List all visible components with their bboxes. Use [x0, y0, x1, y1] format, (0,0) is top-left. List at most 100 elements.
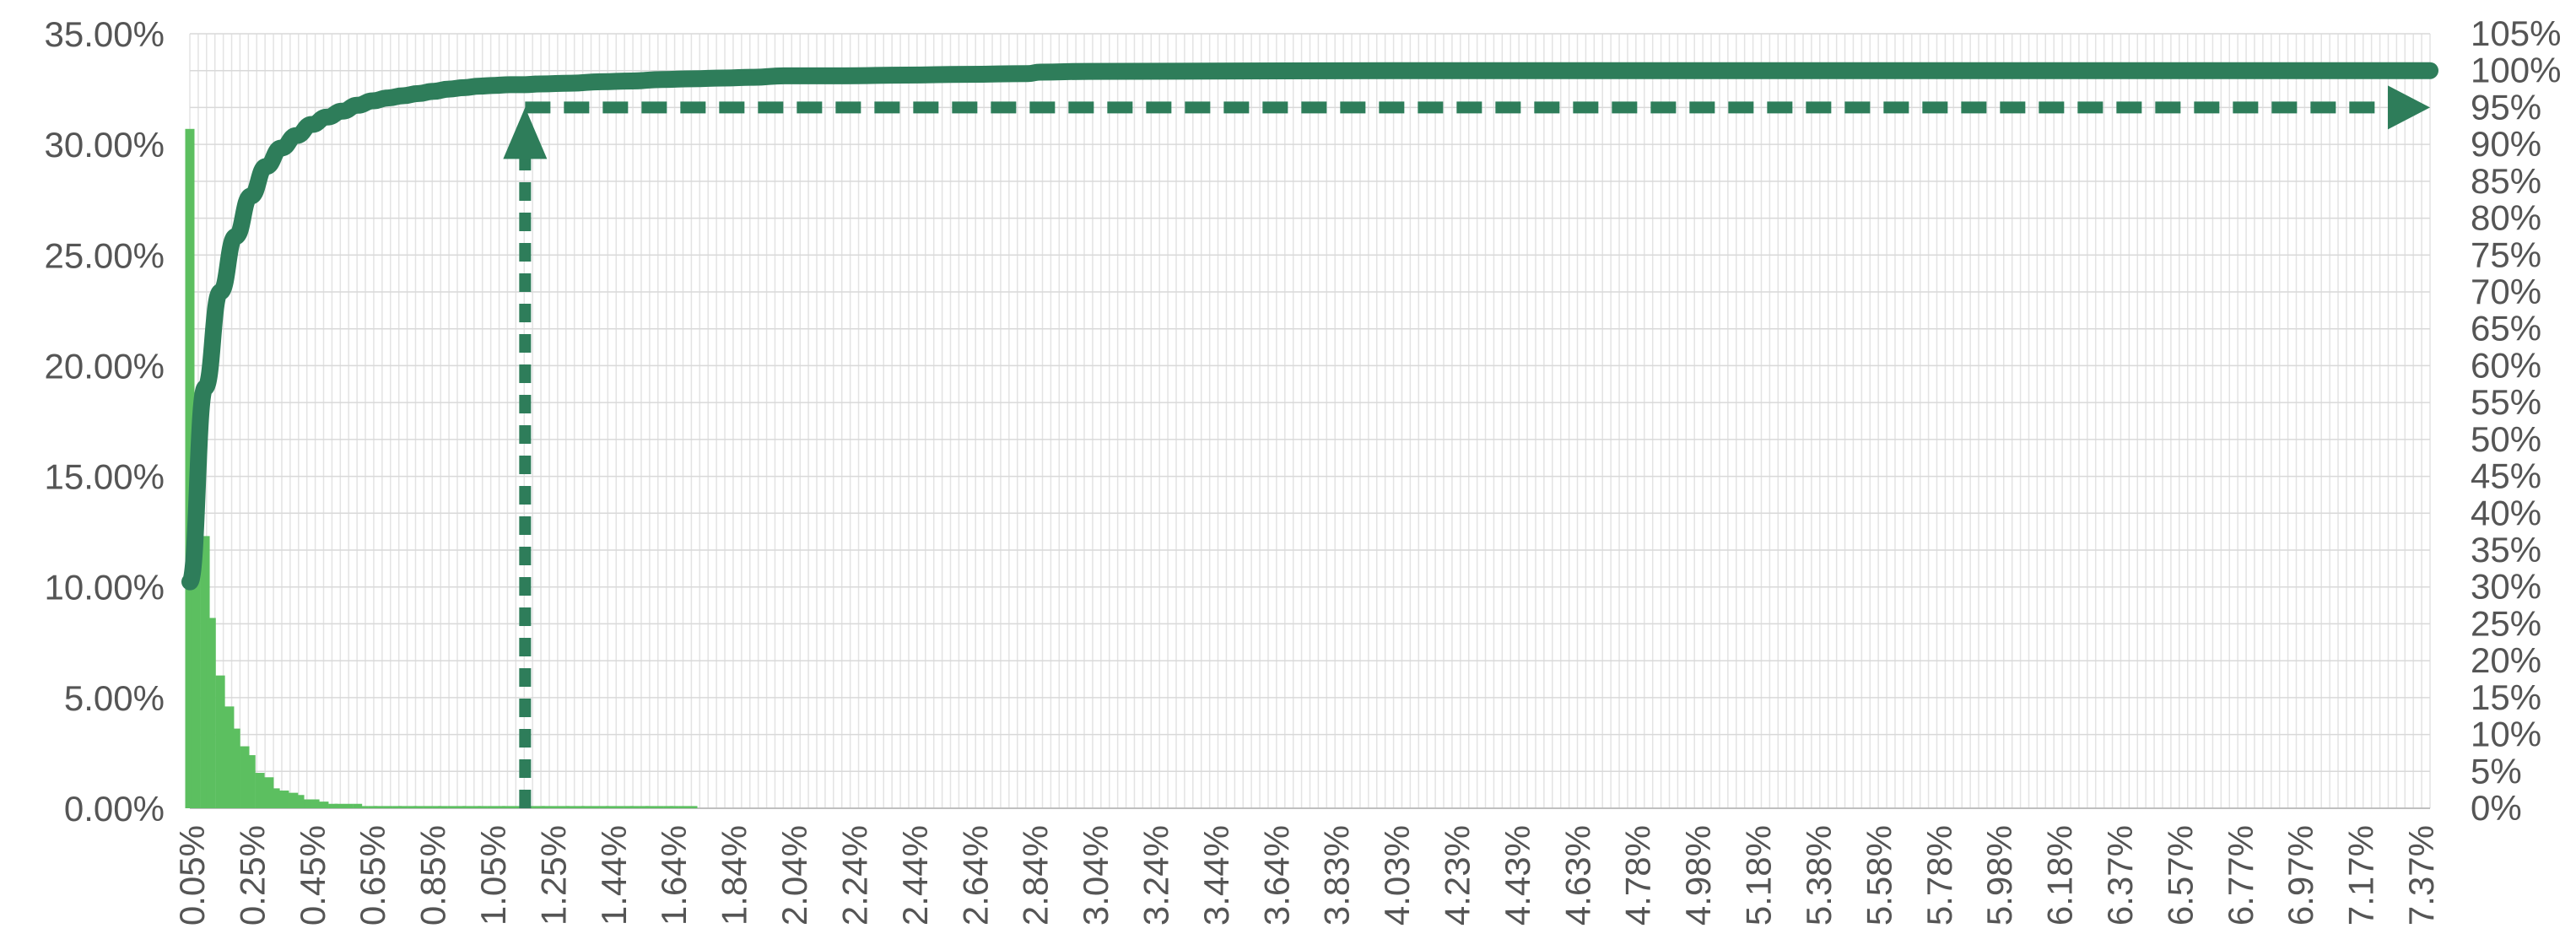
frequency-bar — [224, 706, 235, 808]
frequency-bar — [542, 806, 552, 808]
frequency-bar — [289, 792, 299, 808]
right-axis-tick-label: 95% — [2471, 87, 2541, 127]
frequency-bar — [438, 806, 448, 808]
frequency-bar — [270, 788, 280, 808]
left-axis-tick-label: 15.00% — [45, 457, 165, 497]
frequency-bar — [230, 728, 240, 808]
x-axis-tick-label: 7.37% — [2401, 825, 2441, 926]
frequency-bar — [511, 806, 521, 808]
frequency-bar — [423, 806, 433, 808]
gridlines — [189, 33, 2431, 809]
frequency-bar — [462, 806, 473, 808]
x-axis-tick-label: 2.84% — [1016, 825, 1056, 926]
frequency-bar — [413, 806, 424, 808]
frequency-bar — [550, 806, 560, 808]
x-axis-tick-label: 7.17% — [2341, 825, 2381, 926]
frequency-bar — [527, 806, 537, 808]
frequency-bar — [566, 806, 576, 808]
frequency-bar — [447, 806, 457, 808]
frequency-bar — [359, 806, 369, 808]
x-axis-tick-label: 0.45% — [293, 825, 332, 926]
right-axis-tick-label: 45% — [2471, 456, 2541, 496]
right-axis-tick-label: 20% — [2471, 640, 2541, 680]
frequency-bar — [614, 806, 624, 808]
frequency-bar — [319, 802, 329, 808]
frequency-bar — [304, 799, 314, 808]
left-axis-tick-label: 10.00% — [45, 568, 165, 607]
x-axis-tick-label: 2.64% — [955, 825, 995, 926]
frequency-bars — [185, 128, 698, 809]
frequency-bar — [374, 806, 384, 808]
x-axis-tick-label: 2.24% — [834, 825, 874, 926]
frequency-bar — [279, 791, 289, 808]
right-axis-tick-labels: 0%5%10%15%20%25%30%35%40%45%50%55%60%65%… — [2471, 13, 2561, 828]
frequency-bar — [191, 487, 201, 808]
cumulative-line — [181, 62, 2438, 591]
x-axis-tick-label: 6.77% — [2221, 825, 2260, 926]
frequency-bar — [343, 803, 354, 808]
x-axis-tick-label: 6.18% — [2040, 825, 2080, 926]
x-axis-tick-label: 1.84% — [715, 825, 754, 926]
frequency-bar — [575, 806, 585, 808]
cumulative-line-group — [181, 62, 2438, 591]
x-axis-tick-label: 6.97% — [2281, 825, 2320, 926]
right-axis-tick-label: 35% — [2471, 530, 2541, 569]
x-axis-tick-label: 1.64% — [654, 825, 694, 926]
frequency-bar — [328, 803, 338, 808]
left-axis-tick-label: 30.00% — [45, 125, 165, 165]
right-axis-tick-label: 30% — [2471, 567, 2541, 607]
vertical-arrowhead — [503, 107, 548, 159]
frequency-bar — [678, 806, 689, 808]
frequency-bar — [669, 806, 679, 808]
frequency-bar — [645, 806, 655, 808]
right-axis-tick-label: 10% — [2471, 715, 2541, 754]
frequency-bar — [478, 806, 488, 808]
right-axis-tick-label: 50% — [2471, 419, 2541, 459]
left-axis-tick-label: 5.00% — [64, 678, 165, 718]
right-axis-tick-label: 5% — [2471, 751, 2522, 791]
frequency-bar — [264, 777, 274, 808]
right-axis-tick-label: 105% — [2471, 13, 2561, 53]
frequency-bar — [392, 806, 402, 808]
x-axis-tick-label: 5.38% — [1799, 825, 1839, 926]
x-axis-tick-label: 2.04% — [775, 825, 814, 926]
right-axis-tick-label: 15% — [2471, 677, 2541, 717]
right-axis-tick-label: 40% — [2471, 493, 2541, 532]
x-axis-tick-label: 1.44% — [594, 825, 634, 926]
frequency-bar — [408, 806, 418, 808]
x-axis-tick-label: 4.63% — [1558, 825, 1597, 926]
frequency-bar — [255, 773, 265, 808]
frequency-bar — [200, 536, 210, 808]
x-axis-tick-labels: 0.05% 0.25% 0.45% 0.65% 0.85% 1.05% 1.25% 1.44%… — [172, 825, 2441, 926]
right-axis-tick-label: 80% — [2471, 198, 2541, 238]
right-axis-tick-label: 85% — [2471, 161, 2541, 201]
x-axis-tick-label: 0.65% — [353, 825, 392, 926]
frequency-bar — [240, 746, 250, 808]
x-axis-tick-label: 1.05% — [473, 825, 513, 926]
frequency-bar — [472, 806, 482, 808]
x-axis-tick-label: 4.03% — [1377, 825, 1417, 926]
frequency-bar — [432, 806, 442, 808]
x-axis-tick-label: 0.05% — [172, 825, 212, 926]
frequency-bar — [581, 806, 591, 808]
right-axis-tick-label: 75% — [2471, 235, 2541, 274]
frequency-bar — [590, 806, 600, 808]
frequency-bar — [599, 806, 609, 808]
x-axis-tick-label: 5.58% — [1859, 825, 1898, 926]
frequency-bar — [629, 806, 640, 808]
x-axis-tick-label: 5.98% — [1979, 825, 2019, 926]
x-axis-tick-label: 4.23% — [1438, 825, 1477, 926]
right-axis-tick-label: 90% — [2471, 124, 2541, 164]
x-axis-tick-label: 3.04% — [1076, 825, 1115, 926]
x-axis-tick-label: 3.83% — [1317, 825, 1357, 926]
x-axis-tick-label: 4.43% — [1498, 825, 1537, 926]
frequency-bar — [368, 806, 378, 808]
horizontal-arrowhead — [2388, 85, 2430, 130]
left-axis-tick-label: 20.00% — [45, 346, 165, 386]
x-axis-tick-label: 6.37% — [2100, 825, 2140, 926]
x-axis-tick-label: 5.78% — [1920, 825, 1959, 926]
frequency-bar — [654, 806, 664, 808]
frequency-bar — [624, 806, 634, 808]
x-axis-tick-label: 2.44% — [895, 825, 935, 926]
frequency-bar — [495, 806, 505, 808]
